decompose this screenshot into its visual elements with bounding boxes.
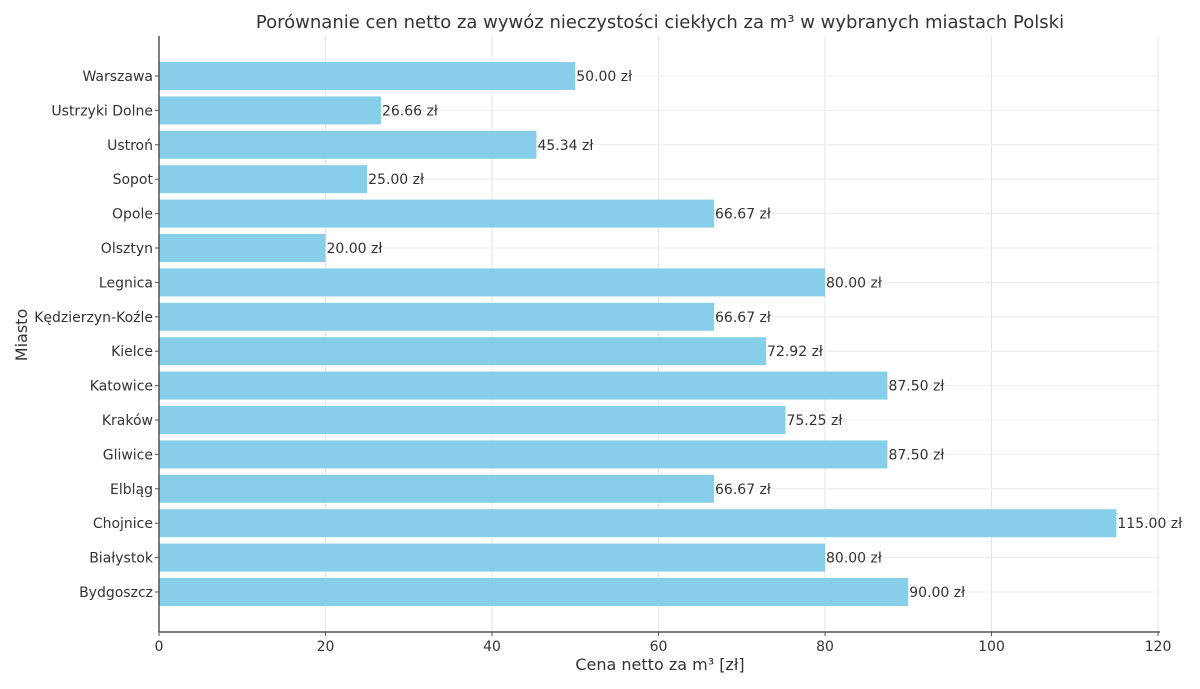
y-tick-label: Ustroń [107, 138, 153, 154]
x-tick-labels: 0 20 40 60 80 100 120 [155, 632, 1172, 655]
data-label: 75.25 zł [786, 413, 842, 429]
bar-Bydgoszcz [159, 578, 909, 606]
bar-Chojnice [159, 509, 1117, 538]
x-tick-label: 100 [978, 639, 1005, 655]
bar-Warszawa [159, 62, 576, 90]
bar-Elbląg [159, 474, 715, 503]
data-label: 66.67 zł [715, 482, 771, 498]
bar-Gliwice [159, 440, 888, 469]
data-label: 20.00 zł [327, 241, 383, 257]
x-axis-label: Cena netto za m³ [zł] [575, 655, 744, 674]
bar-Opole [159, 199, 715, 228]
bar-Kraków [159, 406, 786, 434]
y-tick-label: Gliwice [103, 447, 153, 463]
data-label: 87.50 zł [888, 447, 944, 463]
data-label: 25.00 zł [368, 172, 424, 188]
bar-Białystok [159, 543, 825, 572]
x-tick-label: 40 [483, 639, 501, 655]
y-tick-labels: Warszawa Ustrzyki Dolne Ustroń Sopot Opole Ol… [34, 69, 159, 601]
x-tick-label: 20 [317, 639, 335, 655]
y-tick-label: Bydgoszcz [79, 585, 153, 601]
data-label: 45.34 zł [537, 138, 593, 154]
y-tick-label: Elbląg [110, 482, 153, 498]
y-tick-label: Olsztyn [101, 241, 153, 257]
grid [159, 36, 1160, 632]
bar-Katowice [159, 371, 888, 400]
x-tick-label: 80 [816, 639, 834, 655]
data-labels: 50.00 zł 26.66 zł 45.34 zł 25.00 zł 66.67 zł… [327, 69, 1183, 601]
chart-title: Porównanie cen netto za wywóz nieczystoś… [256, 12, 1064, 33]
bar-Kielce [159, 337, 767, 366]
data-label: 50.00 zł [576, 69, 632, 85]
x-tick-label: 60 [650, 639, 668, 655]
bar-Ustroń [159, 130, 537, 159]
y-tick-label: Kędzierzyn-Koźle [34, 310, 153, 326]
y-tick-label: Kielce [111, 344, 153, 360]
y-tick-label: Opole [112, 207, 153, 223]
y-tick-label: Ustrzyki Dolne [51, 103, 153, 119]
y-tick-label: Warszawa [82, 69, 153, 85]
y-axis-label: Miasto [12, 309, 31, 361]
bar-Ustrzyki Dolne [159, 96, 381, 125]
bar-Kędzierzyn-Koźle [159, 302, 715, 331]
y-tick-label: Kraków [102, 413, 153, 429]
x-tick-label: 0 [155, 639, 164, 655]
data-label: 80.00 zł [826, 275, 882, 291]
bar-Olsztyn [159, 234, 326, 262]
data-label: 87.50 zł [888, 379, 944, 395]
data-label: 72.92 zł [767, 344, 823, 360]
y-tick-label: Katowice [90, 379, 153, 395]
data-label: 66.67 zł [715, 207, 771, 223]
data-label: 80.00 zł [826, 551, 882, 567]
data-label: 26.66 zł [382, 103, 438, 119]
y-tick-label: Legnica [99, 275, 153, 291]
y-tick-label: Białystok [89, 551, 154, 567]
y-tick-label: Sopot [113, 172, 154, 188]
bar-Legnica [159, 268, 825, 297]
x-tick-label: 120 [1145, 639, 1172, 655]
data-label: 115.00 zł [1117, 516, 1182, 532]
bar-Sopot [159, 165, 368, 194]
data-label: 90.00 zł [909, 585, 965, 601]
y-tick-label: Chojnice [93, 516, 153, 532]
bars [159, 62, 1117, 606]
data-label: 66.67 zł [715, 310, 771, 326]
